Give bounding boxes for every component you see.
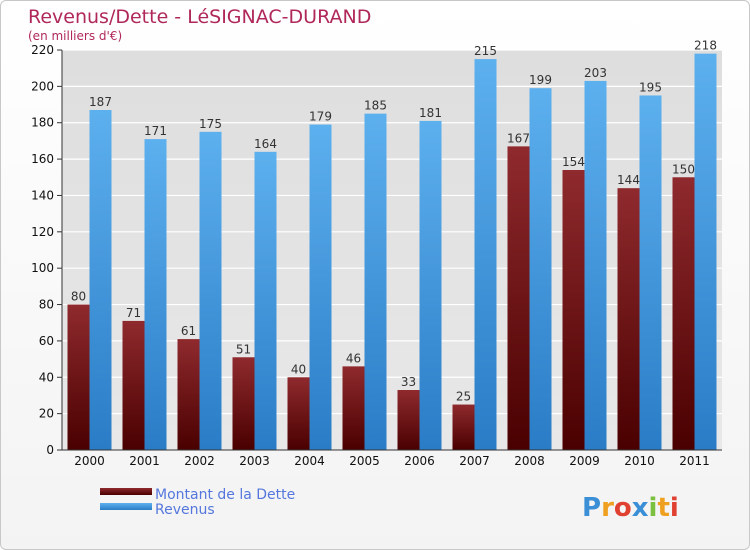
logo-letter: r xyxy=(601,493,614,523)
bar-dette-2003 xyxy=(232,357,255,450)
bar-revenus-2009 xyxy=(584,80,607,450)
value-label-dette-2005: 46 xyxy=(346,351,361,365)
bar-dette-2008 xyxy=(507,146,530,450)
value-label-dette-2004: 40 xyxy=(291,362,306,376)
bar-dette-2004 xyxy=(287,377,310,450)
logo-letter: x xyxy=(632,493,649,523)
plot-area xyxy=(62,50,722,450)
value-label-dette-2008: 167 xyxy=(507,131,530,145)
x-tick-label-2003: 2003 xyxy=(239,454,270,468)
legend: Montant de la Dette Revenus xyxy=(100,487,295,518)
bar-dette-2002 xyxy=(177,339,200,450)
bar-revenus-2004 xyxy=(309,124,332,450)
y-tick-label-120: 120 xyxy=(31,225,54,239)
value-label-revenus-2004: 179 xyxy=(309,110,332,124)
x-tick-label-2004: 2004 xyxy=(294,454,325,468)
value-label-revenus-2003: 164 xyxy=(254,137,277,151)
bar-revenus-2008 xyxy=(529,88,552,450)
grid-lines xyxy=(62,49,722,415)
x-tick-label-2007: 2007 xyxy=(459,454,490,468)
logo-letter: i xyxy=(649,493,658,523)
x-tick-label-2011: 2011 xyxy=(679,454,710,468)
value-label-revenus-2007: 215 xyxy=(474,44,497,58)
logo-letter: i xyxy=(670,493,679,523)
bar-dette-2007 xyxy=(452,404,475,450)
value-label-dette-2011: 150 xyxy=(672,162,695,176)
value-label-revenus-2005: 185 xyxy=(364,99,387,113)
y-tick-label-180: 180 xyxy=(31,116,54,130)
x-tick-label-2006: 2006 xyxy=(404,454,435,468)
value-label-dette-2001: 71 xyxy=(126,306,141,320)
value-label-dette-2010: 144 xyxy=(617,173,640,187)
bar-revenus-2005 xyxy=(364,113,387,451)
value-label-dette-2006: 33 xyxy=(401,375,416,389)
y-tick-label-20: 20 xyxy=(39,407,54,421)
bar-revenus-2000 xyxy=(89,110,112,450)
bars: 80 187 71 171 61 175 51 164 40 179 46 185 33 181 25 215… xyxy=(67,39,717,451)
value-label-revenus-2008: 199 xyxy=(529,73,552,87)
x-tick-label-2010: 2010 xyxy=(624,454,655,468)
x-tick-label-2008: 2008 xyxy=(514,454,545,468)
legend-swatch-revenus xyxy=(100,503,152,510)
y-tick-label-80: 80 xyxy=(39,298,54,312)
y-tick-label-40: 40 xyxy=(39,370,54,384)
bar-dette-2000 xyxy=(67,304,90,450)
bar-revenus-2001 xyxy=(144,139,167,450)
bar-dette-2010 xyxy=(617,188,640,450)
y-tick-label-200: 200 xyxy=(31,79,54,93)
value-label-revenus-2006: 181 xyxy=(419,106,442,120)
value-label-dette-2003: 51 xyxy=(236,342,251,356)
bar-revenus-2011 xyxy=(694,53,717,451)
bar-revenus-2003 xyxy=(254,151,277,450)
bar-revenus-2006 xyxy=(419,120,442,450)
value-label-dette-2009: 154 xyxy=(562,155,585,169)
legend-label-debt: Montant de la Dette xyxy=(155,487,295,503)
value-label-revenus-2010: 195 xyxy=(639,80,662,94)
x-tick-label-2002: 2002 xyxy=(184,454,215,468)
y-tick-label-60: 60 xyxy=(39,334,54,348)
value-label-dette-2007: 25 xyxy=(456,390,471,404)
y-tick-label-220: 220 xyxy=(31,43,54,57)
bar-dette-2011 xyxy=(672,177,695,451)
y-tick-label-140: 140 xyxy=(31,188,54,202)
legend-swatch-debt xyxy=(100,488,152,495)
proxiti-logo: Proxiti xyxy=(582,493,679,523)
value-label-dette-2002: 61 xyxy=(181,324,196,338)
bar-revenus-2010 xyxy=(639,95,662,451)
x-tick-label-2000: 2000 xyxy=(74,454,105,468)
value-label-revenus-2002: 175 xyxy=(199,117,222,131)
y-tick-label-0: 0 xyxy=(46,443,54,457)
bar-revenus-2007 xyxy=(474,59,497,450)
logo-letter: t xyxy=(657,493,669,523)
legend-label-revenus: Revenus xyxy=(155,502,215,518)
x-tick-label-2005: 2005 xyxy=(349,454,380,468)
x-tick-label-2009: 2009 xyxy=(569,454,600,468)
value-label-revenus-2001: 171 xyxy=(144,124,167,138)
value-label-revenus-2011: 218 xyxy=(694,39,717,53)
chart-subtitle: (en milliers d'€) xyxy=(28,29,122,43)
value-label-dette-2000: 80 xyxy=(71,290,86,304)
axes: 0 20 40 60 80 100 120 140 160 180 200 220 2000 2001 20… xyxy=(31,43,722,468)
bar-dette-2006 xyxy=(397,390,420,450)
bar-dette-2001 xyxy=(122,320,145,450)
y-tick-label-100: 100 xyxy=(31,261,54,275)
bar-revenus-2002 xyxy=(199,131,222,450)
x-tick-label-2001: 2001 xyxy=(129,454,160,468)
logo-letter: o xyxy=(614,493,632,523)
bar-dette-2009 xyxy=(562,170,585,450)
value-label-revenus-2000: 187 xyxy=(89,95,112,109)
chart-title: Revenus/Dette - LéSIGNAC-DURAND xyxy=(28,6,371,28)
value-label-revenus-2009: 203 xyxy=(584,66,607,80)
bar-dette-2005 xyxy=(342,366,365,450)
logo-letter: P xyxy=(582,493,601,523)
y-tick-label-160: 160 xyxy=(31,152,54,166)
